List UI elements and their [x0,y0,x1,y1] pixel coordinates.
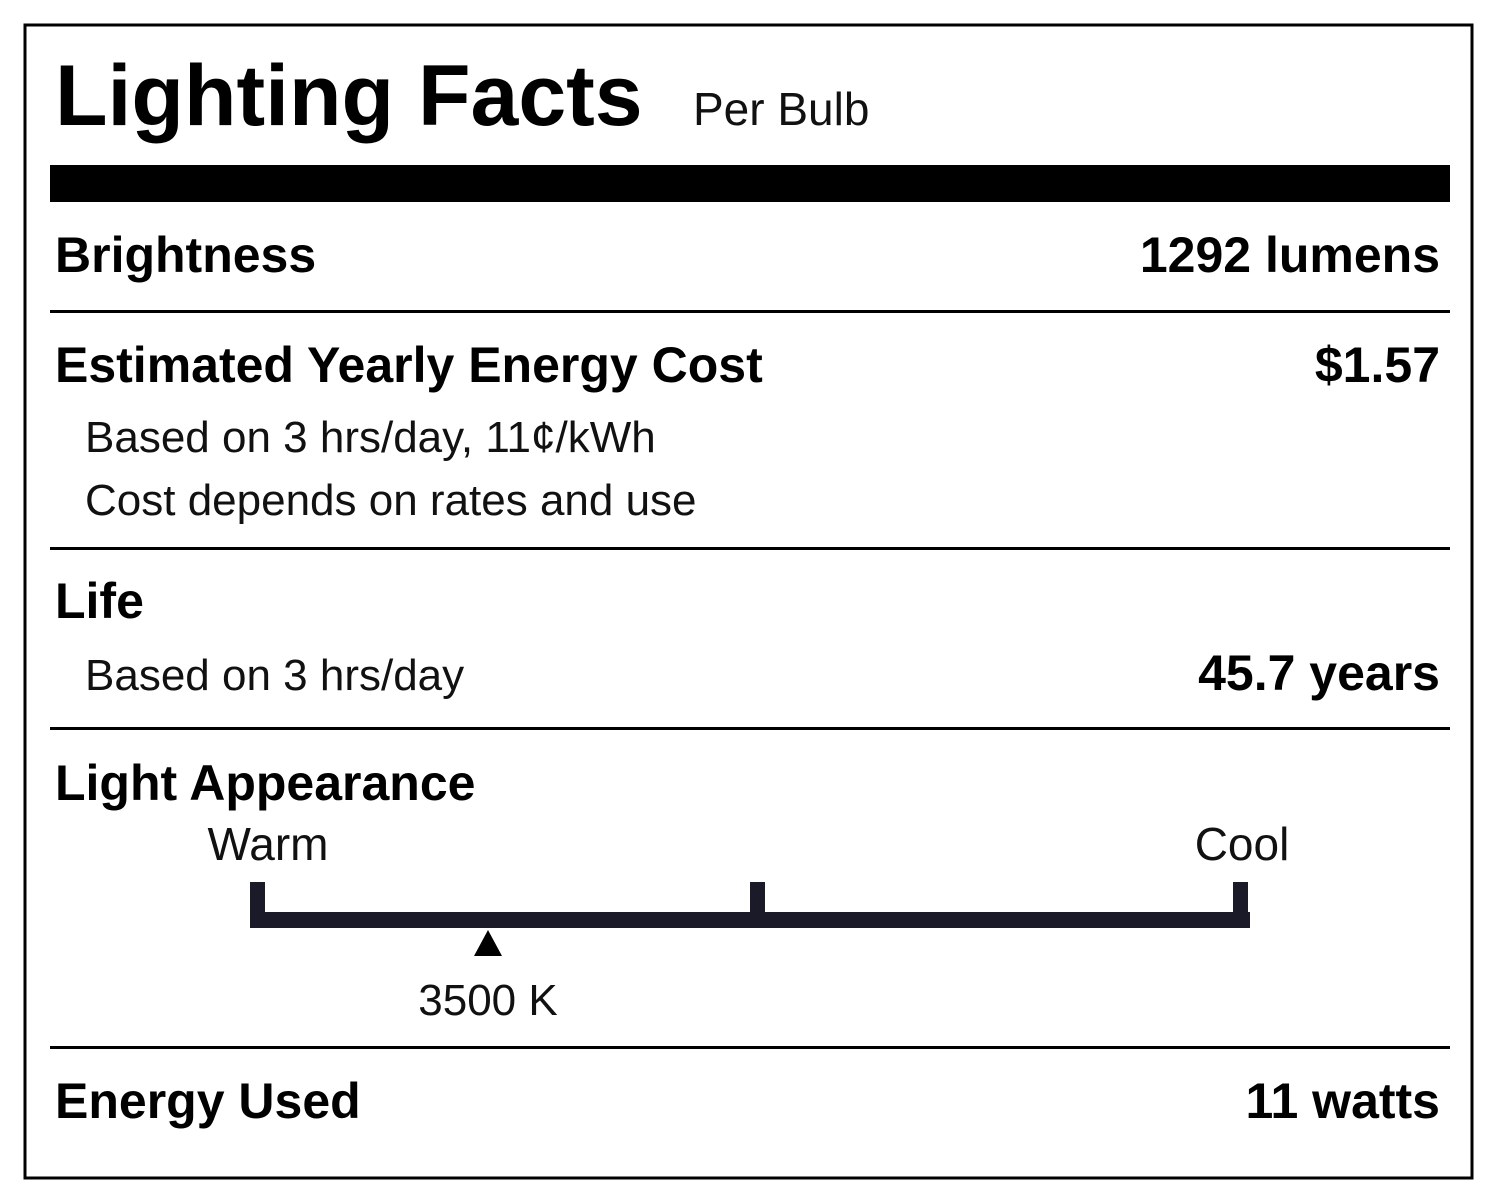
appearance-label: Light Appearance [55,755,475,811]
scale-mid [750,882,765,928]
cost-note: Cost depends on rates and use [85,476,697,525]
rule [50,727,1450,730]
label-border [23,23,1474,1180]
brightness-label: Brightness [55,227,316,283]
heavy-rule [50,165,1450,202]
color-scale [250,882,1250,928]
rule [50,547,1450,550]
subtitle: Per Bulb [693,83,869,135]
life-note: Based on 3 hrs/day [85,651,464,700]
scale-marker [474,930,502,956]
energy-label: Energy Used [55,1073,361,1129]
warm-label: Warm [208,818,329,870]
cost-value: $1.57 [1315,337,1440,393]
marker-label: 3500 K [418,976,557,1025]
cost-note: Based on 3 hrs/day, 11¢/kWh [85,413,656,462]
rule [50,1046,1450,1049]
life-value: 45.7 years [1198,645,1440,701]
cost-label: Estimated Yearly Energy Cost [55,337,763,393]
rule [50,310,1450,313]
scale-end [1233,882,1248,928]
life-label: Life [55,573,144,629]
title: Lighting Facts [55,48,643,144]
scale-end [250,882,265,928]
energy-value: 11 watts [1245,1073,1440,1129]
brightness-value: 1292 lumens [1140,227,1440,283]
cool-label: Cool [1195,818,1290,870]
